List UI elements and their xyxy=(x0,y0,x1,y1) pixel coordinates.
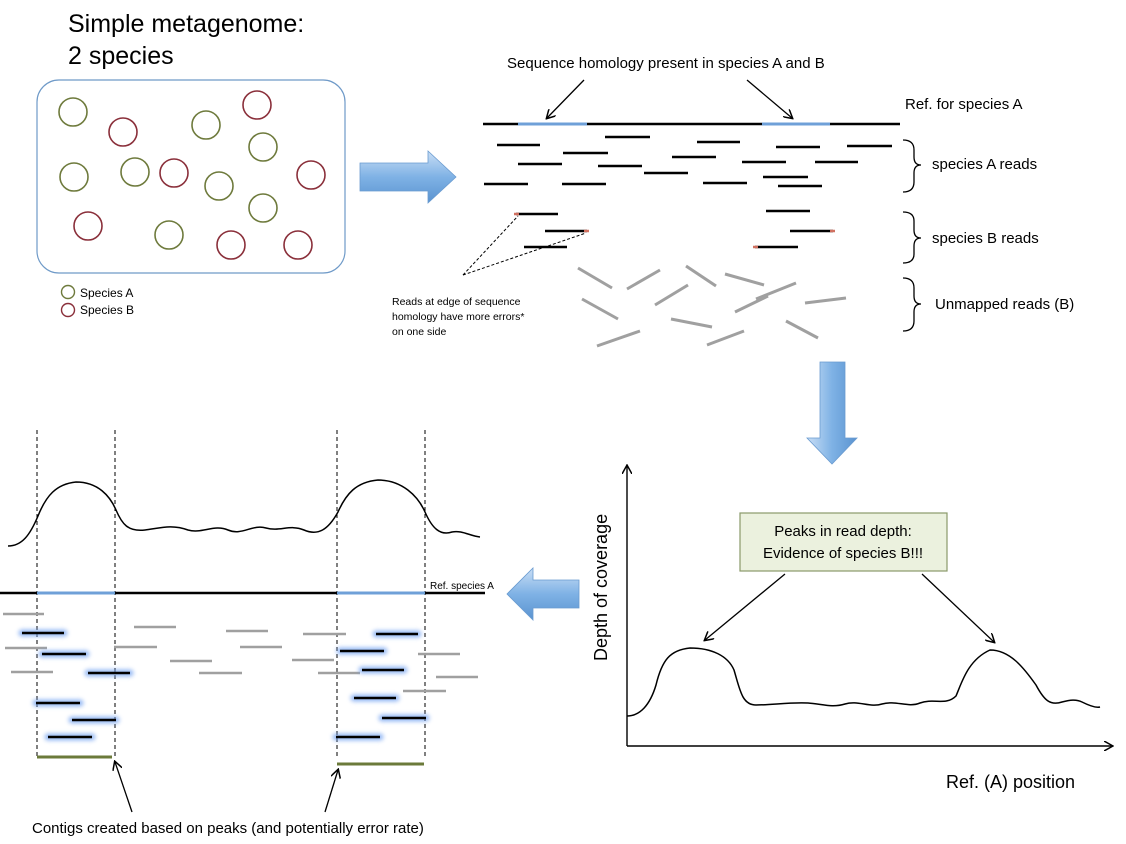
circle-species-a xyxy=(59,162,89,192)
circle-species-b xyxy=(296,160,326,190)
flow-arrow-right-icon xyxy=(359,150,457,204)
contig-coverage-curve xyxy=(7,479,481,547)
title-line-2: 2 species xyxy=(68,42,174,70)
contig-read-glow xyxy=(18,629,430,741)
coverage-x-label: Ref. (A) position xyxy=(946,772,1075,792)
metagenome-sample-box xyxy=(36,79,346,274)
circle-species-a xyxy=(191,110,221,140)
edge-note-pointer-1 xyxy=(462,215,519,276)
circle-species-b xyxy=(242,90,272,120)
unmapped-reads-label: Unmapped reads (B) xyxy=(935,296,1074,313)
edge-note-line-2: homology have more errors* xyxy=(392,311,524,323)
contig-pointer-right xyxy=(324,770,338,813)
unmapped-reads-brace xyxy=(902,277,922,332)
error-ends xyxy=(514,212,835,249)
circle-species-b xyxy=(216,230,246,260)
reference-a-label: Ref. for species A xyxy=(905,96,1023,113)
species-circles xyxy=(58,90,326,260)
contigs-caption: Contigs created based on peaks (and pote… xyxy=(32,820,424,837)
circle-species-a xyxy=(154,220,184,250)
legend-species-b-label: Species B xyxy=(80,303,134,317)
flow-arrow-down-icon xyxy=(806,361,858,465)
peak-pointer-left xyxy=(705,573,786,640)
circle-species-b xyxy=(283,230,313,260)
coverage-y-label: Depth of coverage xyxy=(591,514,611,661)
edge-note-line-3: on one side xyxy=(392,326,446,338)
species-b-reads xyxy=(516,209,833,249)
legend-species-a-icon xyxy=(60,284,76,300)
homology-pointer-right xyxy=(746,79,792,118)
contig-gray-reads xyxy=(3,612,478,693)
circle-species-a xyxy=(120,157,150,187)
peaks-callout-line-1: Peaks in read depth: xyxy=(774,523,912,540)
title-line-1: Simple metagenome: xyxy=(68,10,304,38)
circle-species-b xyxy=(108,117,138,147)
homology-label: Sequence homology present in species A a… xyxy=(507,55,825,72)
peaks-callout-line-2: Evidence of species B!!! xyxy=(763,545,923,562)
circle-species-b xyxy=(73,211,103,241)
peak-pointer-right xyxy=(921,573,994,642)
contig-reference-label: Ref. species A xyxy=(430,581,494,592)
flow-arrow-left-icon xyxy=(506,567,580,621)
homology-pointer-left xyxy=(547,79,585,118)
edge-note-pointer-2 xyxy=(462,232,587,276)
edge-note-line-1: Reads at edge of sequence xyxy=(392,296,521,308)
legend: Species A Species B xyxy=(60,284,134,318)
peaks-callout-box xyxy=(739,512,948,572)
species-a-reads-brace xyxy=(902,139,922,193)
circle-species-a xyxy=(204,171,234,201)
coverage-depth-curve xyxy=(626,647,1101,717)
legend-species-b-icon xyxy=(60,302,76,318)
legend-species-a-label: Species A xyxy=(80,286,133,300)
circle-species-a xyxy=(248,132,278,162)
contig-reads xyxy=(22,631,426,739)
circle-species-a xyxy=(248,193,278,223)
species-b-reads-brace xyxy=(902,211,922,264)
species-a-reads-label: species A reads xyxy=(932,156,1037,173)
circle-species-a xyxy=(58,97,88,127)
unmapped-reads xyxy=(577,264,847,348)
circle-species-b xyxy=(159,158,189,188)
contig-pointer-left xyxy=(115,762,133,813)
species-b-reads-label: species B reads xyxy=(932,230,1039,247)
species-a-reads xyxy=(484,135,892,188)
